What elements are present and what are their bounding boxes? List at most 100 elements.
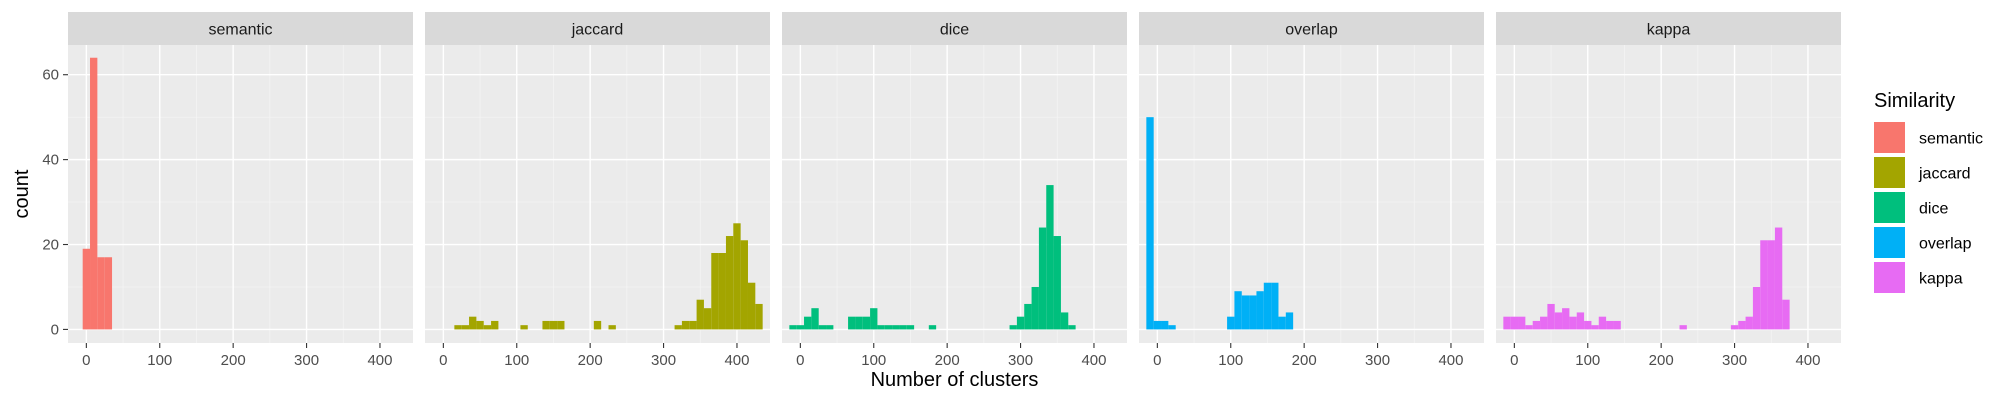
x-tick-label: 0 (1153, 352, 1161, 369)
histogram-bar (549, 320, 558, 330)
histogram-bar (855, 316, 863, 330)
histogram-bar (520, 325, 528, 330)
x-tick-label: 400 (724, 352, 749, 369)
histogram-bar (1024, 303, 1032, 330)
histogram-bar (1168, 325, 1176, 330)
histogram-bar (1009, 325, 1017, 330)
histogram-bar (884, 325, 893, 330)
histogram-bar (1738, 320, 1746, 330)
facet-overlap: overlap 0 100 200 300 400 (1139, 12, 1484, 369)
histogram-bar (689, 320, 697, 330)
histogram-bar (1285, 312, 1294, 330)
x-tick-label: 0 (82, 352, 90, 369)
histogram-bar (718, 253, 726, 330)
histogram-bar (476, 320, 484, 330)
histogram-bar (1053, 236, 1061, 330)
x-tick-label: 400 (1795, 352, 1820, 369)
histogram-bar (681, 320, 690, 330)
x-tick-label: 200 (1649, 352, 1674, 369)
histogram-bar (1271, 282, 1279, 330)
histogram-bar (82, 248, 91, 330)
histogram-bar (877, 325, 885, 330)
histogram-bar (1249, 295, 1257, 330)
histogram-bar (1752, 286, 1761, 330)
x-tick-label: 100 (504, 352, 529, 369)
histogram-bar (1510, 316, 1519, 330)
histogram-bar (1263, 282, 1272, 330)
histogram-bar (1278, 316, 1286, 330)
y-tick-label: 20 (42, 237, 59, 254)
x-tick-label: 100 (861, 352, 886, 369)
facet-strip (68, 12, 413, 45)
histogram-bar (1613, 320, 1621, 330)
histogram-bar (1547, 303, 1555, 330)
histogram-bar (818, 325, 827, 330)
histogram-bar (928, 325, 937, 330)
y-tick-label: 40 (42, 152, 59, 169)
histogram-bar (1606, 320, 1614, 330)
y-tick-label: 0 (51, 321, 59, 338)
facet-strip (425, 12, 770, 45)
histogram-bar (593, 320, 602, 330)
x-tick-label: 200 (935, 352, 960, 369)
x-tick-label: 300 (651, 352, 676, 369)
histogram-bar (1532, 320, 1541, 330)
histogram-bar (740, 240, 748, 330)
facet-strip (782, 12, 1127, 45)
legend-key (1874, 122, 1905, 153)
legend-label: overlap (1919, 236, 1972, 253)
panel-background (782, 45, 1127, 343)
facet-strip-label: kappa (1647, 22, 1691, 39)
x-tick-label: 400 (367, 352, 392, 369)
histogram-bar (1554, 312, 1563, 330)
histogram-bar (906, 325, 915, 330)
histogram-bar (899, 325, 907, 330)
histogram-bar (97, 257, 105, 330)
x-tick-label: 0 (439, 352, 447, 369)
histogram-bar (491, 320, 499, 330)
panel-background (1139, 45, 1484, 343)
x-tick-label: 300 (1365, 352, 1390, 369)
histogram-bar (469, 316, 477, 330)
histogram-bar (483, 325, 492, 330)
histogram-bar (1227, 316, 1235, 330)
histogram-bar (711, 253, 719, 330)
histogram-bar (862, 316, 871, 330)
histogram-bar (848, 316, 856, 330)
histogram-bar (870, 308, 878, 330)
histogram-bar (747, 282, 756, 330)
histogram-bar (1060, 312, 1069, 330)
histogram-bar (1031, 286, 1039, 330)
legend-title: Similarity (1874, 90, 1955, 112)
x-tick-label: 300 (1008, 352, 1033, 369)
facet-strip-label: semantic (208, 22, 272, 39)
histogram-bar (1745, 316, 1753, 330)
histogram-bar (789, 325, 797, 330)
x-tick-label: 400 (1438, 352, 1463, 369)
histogram-bar (1591, 325, 1599, 330)
histogram-bar (1016, 316, 1025, 330)
histogram-bar (696, 299, 704, 330)
histogram-bar (1146, 117, 1154, 330)
histogram-bar (826, 325, 834, 330)
histogram-bar (1760, 240, 1768, 330)
legend-label: jaccard (1918, 166, 1971, 183)
panel-background (1496, 45, 1841, 343)
legend-key (1874, 262, 1905, 293)
histogram-bar (1038, 227, 1047, 330)
histogram-bar (1256, 291, 1264, 330)
legend-label: dice (1919, 201, 1948, 218)
x-tick-label: 300 (294, 352, 319, 369)
histogram-bar (1518, 316, 1526, 330)
facet-strip (1496, 12, 1841, 45)
facet-strip-label: jaccard (571, 22, 624, 39)
histogram-bar (1068, 325, 1076, 330)
x-tick-label: 100 (1575, 352, 1600, 369)
facet-strip (1139, 12, 1484, 45)
x-tick-label: 0 (1510, 352, 1518, 369)
histogram-bar (454, 325, 462, 330)
histogram-bar (796, 325, 805, 330)
x-tick-label: 100 (147, 352, 172, 369)
histogram-bar (1525, 325, 1533, 330)
histogram-bar (703, 308, 712, 330)
